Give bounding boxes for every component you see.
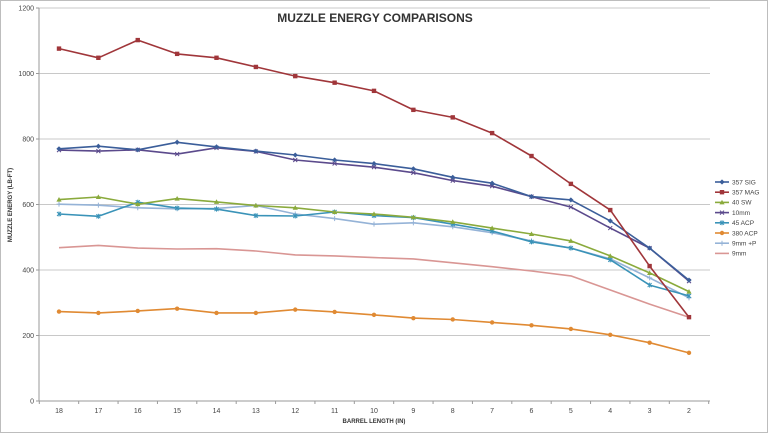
- series-40-sw: [56, 194, 692, 294]
- legend-label: 357 SIG: [732, 179, 756, 186]
- y-tick-label: 800: [22, 137, 34, 144]
- legend-label: 9mm +P: [732, 241, 756, 248]
- x-tick-label: 5: [569, 408, 573, 415]
- x-tick-label: 4: [608, 408, 612, 415]
- x-tick-label: 16: [134, 408, 142, 415]
- x-tick-label: 9: [411, 408, 415, 415]
- x-tick-label: 18: [55, 408, 63, 415]
- legend-item: 40 SW: [715, 200, 752, 207]
- legend-label: 45 ACP: [732, 220, 754, 227]
- legend-label: 357 MAG: [732, 190, 759, 197]
- legend-item: 380 ACP: [715, 230, 758, 237]
- x-tick-label: 8: [451, 408, 455, 415]
- y-tick-label: 400: [22, 268, 34, 275]
- x-tick-label: 14: [213, 408, 221, 415]
- y-tick-label: 1200: [18, 6, 34, 13]
- x-tick-label: 2: [687, 408, 691, 415]
- y-axis-title: MUZZLE ENERGY (LB-FT): [8, 168, 14, 242]
- x-axis-title: BARREL LENGTH (IN): [343, 419, 406, 425]
- x-tick-label: 7: [490, 408, 494, 415]
- legend-item: 357 SIG: [715, 179, 756, 186]
- y-tick-label: 0: [30, 399, 34, 406]
- chart-title: MUZZLE ENERGY COMPARISONS: [277, 11, 473, 25]
- series-380-acp: [56, 306, 692, 356]
- x-tick-label: 6: [530, 408, 534, 415]
- legend: 357 SIG 357 MAG 40 SW 10mm 45 ACP 380 ACP 9mm …: [715, 179, 759, 258]
- x-tick-label: 12: [291, 408, 299, 415]
- gridlines: [39, 7, 710, 336]
- series-357-sig: [56, 139, 692, 283]
- legend-label: 380 ACP: [732, 230, 758, 237]
- x-tick-label: 13: [252, 408, 260, 415]
- x-axis-ticks: 18 17 16 15 14 13 12 11 10 9 8 7 6 5 4 3 2: [38, 401, 710, 415]
- legend-label: 40 SW: [732, 200, 752, 207]
- x-tick-label: 10: [370, 408, 378, 415]
- legend-item: 357 MAG: [715, 190, 759, 197]
- x-tick-label: 11: [331, 408, 338, 415]
- y-tick-label: 200: [22, 333, 34, 340]
- y-tick-label: 600: [22, 202, 34, 209]
- y-tick-label: 1000: [18, 71, 34, 78]
- legend-item: 9mm +P: [715, 241, 756, 248]
- y-axis-ticks: 0 200 400 600 800 1000 1200: [18, 6, 39, 406]
- x-tick-label: 3: [648, 408, 652, 415]
- legend-label: 9mm: [732, 251, 746, 258]
- legend-item: 9mm: [715, 251, 746, 258]
- series-9mm: [58, 244, 690, 318]
- legend-item: 45 ACP: [715, 220, 754, 227]
- legend-item: 10mm: [715, 210, 750, 217]
- series-357-mag: [56, 37, 692, 320]
- series-lines: [56, 37, 692, 356]
- x-tick-label: 17: [94, 408, 102, 415]
- x-tick-label: 15: [173, 408, 181, 415]
- legend-label: 10mm: [732, 210, 750, 217]
